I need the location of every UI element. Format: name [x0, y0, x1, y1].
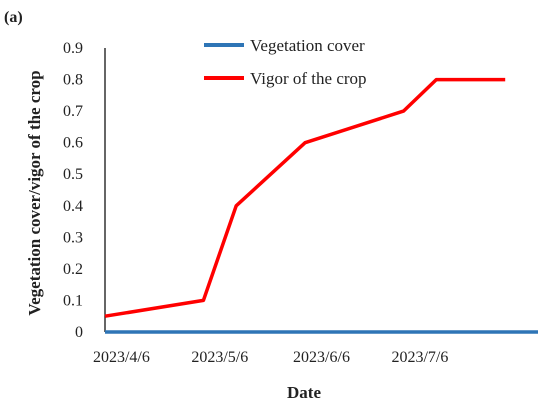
panel-label: (a): [4, 9, 23, 26]
y-tick-label: 0.8: [63, 72, 83, 89]
x-tick-labels: 2023/4/6 2023/5/6 2023/6/6 2023/7/6: [93, 349, 448, 366]
y-tick-label: 0.3: [63, 229, 83, 246]
y-tick-labels: 0 0.1 0.2 0.3 0.4 0.5 0.6 0.7 0.8 0.9: [63, 40, 83, 341]
x-tick-label: 2023/5/6: [191, 349, 248, 366]
y-tick-label: 0.9: [63, 40, 83, 57]
x-tick-label: 2023/4/6: [93, 349, 150, 366]
y-tick-label: 0.6: [63, 135, 83, 152]
legend-label-vegetation-cover: Vegetation cover: [250, 36, 365, 55]
series-lines: [104, 77, 538, 334]
legend: Vegetation cover Vigor of the crop: [204, 36, 367, 88]
x-tick-label: 2023/6/6: [293, 349, 350, 366]
y-tick-label: 0: [75, 324, 83, 341]
y-tick-label: 0.2: [63, 261, 83, 278]
y-axis-title: Vegetation cover/vigor of the crop: [25, 70, 44, 315]
y-tick-label: 0.4: [63, 198, 83, 215]
y-tick-label: 0.5: [63, 166, 83, 183]
legend-label-vigor: Vigor of the crop: [250, 69, 367, 88]
y-tick-label: 0.7: [63, 103, 83, 120]
x-tick-label: 2023/7/6: [391, 349, 448, 366]
x-axis-title: Date: [287, 383, 321, 402]
series-line-vigor-of-the-crop: [104, 77, 506, 318]
y-tick-label: 0.1: [63, 292, 83, 309]
